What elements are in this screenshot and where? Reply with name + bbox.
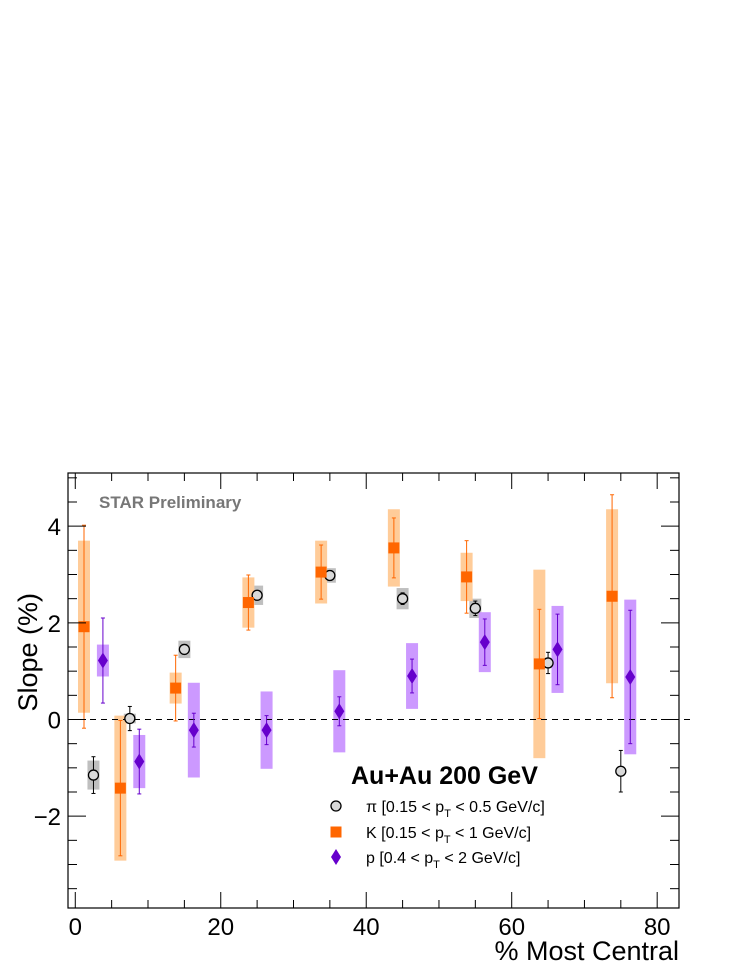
x-tick-label: 60: [498, 914, 525, 941]
pion-point: [396, 593, 409, 605]
y-tick-label: 2: [48, 611, 61, 638]
proton-legend-label: p [0.4 < pT < 2 GeV/c]: [366, 850, 520, 871]
y-tick-label: −2: [34, 804, 61, 831]
proton-point: [334, 703, 345, 720]
y-tick-label: 4: [48, 514, 61, 541]
pion-point: [178, 643, 191, 656]
x-tick-label: 20: [207, 914, 234, 941]
axis-tick-labels: 0 20 40 60 80 −2 0 2 4: [34, 514, 671, 941]
x-tick-label: 80: [644, 914, 671, 941]
y-tick-label: 0: [48, 708, 61, 735]
proton-point: [188, 722, 199, 739]
legend: π [0.15 < pT < 0.5 GeV/c] K [0.15 < pT < …: [330, 799, 545, 871]
kaon-legend-label: K [0.15 < pT < 1 GeV/c]: [366, 825, 531, 846]
kaon-point: [242, 597, 254, 609]
kaon-point: [461, 571, 473, 583]
statistical-error-bars: [82, 494, 633, 857]
x-tick-label: 40: [353, 914, 380, 941]
kaon-point: [78, 621, 90, 633]
proton-point: [97, 652, 108, 669]
pion-legend-marker: [330, 800, 342, 812]
x-axis-title: % Most Central: [494, 936, 679, 966]
pion-point: [124, 712, 136, 725]
plot-frame: [67, 472, 680, 909]
axis-ticks: [68, 473, 679, 908]
kaon-point: [315, 566, 327, 578]
kaon-point: [606, 590, 618, 602]
proton-point: [261, 722, 272, 739]
kaon-point: [170, 682, 182, 694]
pion-point: [469, 602, 481, 614]
kaon-point: [114, 782, 126, 794]
proton-point: [479, 634, 490, 651]
proton-point: [407, 668, 418, 684]
proton-point: [552, 641, 563, 658]
x-tick-label: 0: [69, 914, 82, 941]
pion-point: [251, 589, 263, 601]
pion-point: [615, 765, 627, 777]
proton-legend-marker: [331, 849, 341, 865]
star-preliminary-label: STAR Preliminary: [99, 493, 242, 512]
y-axis-title: Slope (%): [13, 593, 43, 712]
data-markers: [78, 542, 636, 794]
proton-point: [134, 753, 145, 770]
systematic-uncertainty-boxes: [78, 509, 637, 861]
pion-legend-label: π [0.15 < pT < 0.5 GeV/c]: [366, 799, 545, 820]
pion-point: [87, 769, 100, 781]
kaon-point: [533, 658, 545, 670]
proton-point: [625, 668, 636, 685]
collision-system-label: Au+Au 200 GeV: [351, 762, 538, 790]
kaon-legend-marker: [330, 826, 342, 838]
kaon-point: [388, 542, 400, 554]
